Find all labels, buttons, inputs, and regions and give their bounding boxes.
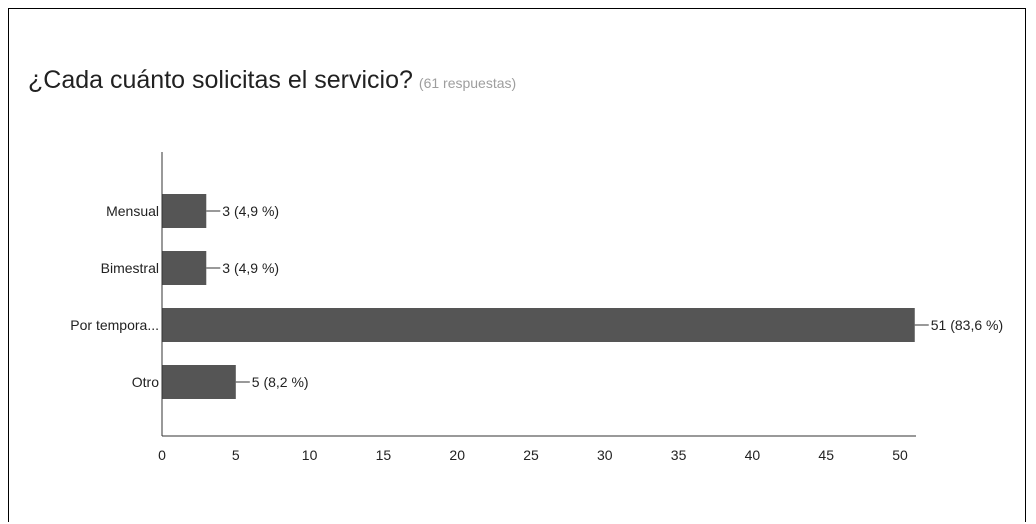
bar [162, 365, 236, 399]
value-label: 3 (4,9 %) [222, 260, 279, 276]
category-label: Por tempora... [70, 317, 159, 333]
x-tick-label: 0 [158, 447, 166, 463]
category-label: Bimestral [101, 260, 159, 276]
x-tick-label: 15 [376, 447, 392, 463]
bar [162, 308, 915, 342]
category-label: Mensual [106, 203, 159, 219]
x-tick-label: 10 [302, 447, 318, 463]
x-tick-label: 40 [745, 447, 761, 463]
category-label: Otro [132, 374, 159, 390]
x-tick-label: 25 [523, 447, 539, 463]
x-tick-label: 35 [671, 447, 687, 463]
x-tick-label: 30 [597, 447, 613, 463]
bar [162, 194, 207, 228]
value-label: 51 (83,6 %) [931, 317, 1003, 333]
x-tick-label: 50 [892, 447, 908, 463]
bar [162, 251, 207, 285]
x-tick-label: 45 [818, 447, 834, 463]
value-label: 3 (4,9 %) [222, 203, 279, 219]
x-tick-label: 5 [232, 447, 240, 463]
response-count: (61 respuestas) [418, 75, 517, 91]
chart-header: ¿Cada cuánto solicitas el servicio? (61 r… [28, 66, 516, 95]
chart-title: ¿Cada cuánto solicitas el servicio? [28, 66, 413, 94]
x-tick-label: 20 [449, 447, 465, 463]
value-label: 5 (8,2 %) [252, 374, 309, 390]
